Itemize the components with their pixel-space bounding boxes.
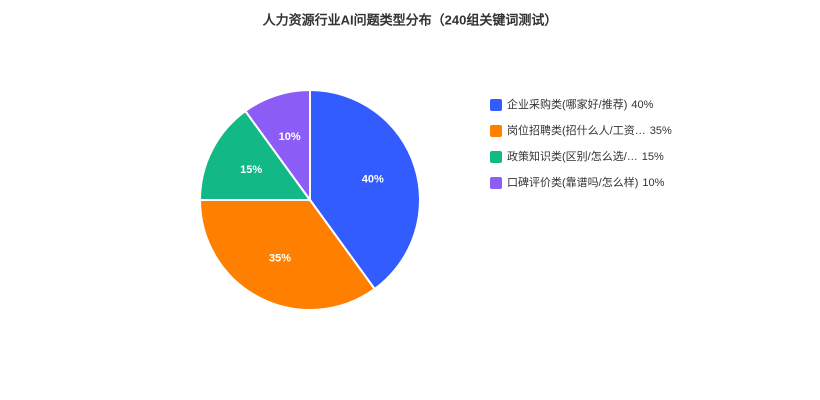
slice-label: 40%: [362, 174, 384, 186]
pie-slice: [198, 199, 377, 311]
legend-swatch: [490, 151, 502, 163]
legend-label: 口碑评价类(靠谱吗/怎么样) 10%: [507, 175, 665, 189]
legend-label: 政策知识类(区别/怎么选/… 15%: [507, 149, 664, 163]
legend-category: 政策知识类(区别/怎么选/…: [507, 149, 638, 163]
slice-label: 10%: [279, 131, 301, 143]
legend-category: 口碑评价类(靠谱吗/怎么样): [507, 175, 638, 189]
pie-slice: [198, 109, 312, 201]
legend-label: 岗位招聘类(招什么人/工资… 35%: [507, 123, 672, 137]
pie-slice: [309, 88, 421, 291]
legend-label: 企业采购类(哪家好/推荐) 40%: [507, 97, 654, 111]
chart-title: 人力资源行业AI问题类型分布（240组关键词测试）: [263, 12, 558, 27]
legend-category: 岗位招聘类(招什么人/工资…: [507, 123, 646, 137]
legend-swatch: [490, 99, 502, 111]
legend-category: 企业采购类(哪家好/推荐): [507, 97, 627, 111]
slice-label: 15%: [240, 164, 262, 176]
legend-value: 35%: [650, 125, 672, 137]
pie-slice: [243, 88, 311, 204]
legend-value: 15%: [642, 151, 664, 163]
legend-value: 10%: [642, 177, 664, 189]
legend-swatch: [490, 125, 502, 137]
slice-label: 35%: [269, 253, 291, 265]
legend-swatch: [490, 177, 502, 189]
legend-value: 40%: [631, 99, 653, 111]
